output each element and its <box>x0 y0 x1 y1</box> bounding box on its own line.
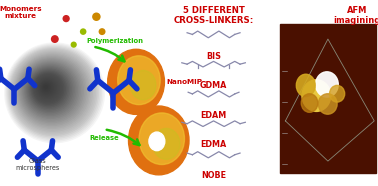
Point <box>63 17 69 20</box>
Ellipse shape <box>330 85 345 102</box>
Ellipse shape <box>14 53 91 130</box>
Ellipse shape <box>20 60 82 121</box>
Ellipse shape <box>15 54 89 128</box>
Point <box>80 30 86 33</box>
Ellipse shape <box>30 70 68 108</box>
Ellipse shape <box>19 58 85 124</box>
Ellipse shape <box>17 57 86 125</box>
Ellipse shape <box>23 62 79 118</box>
Ellipse shape <box>13 52 92 131</box>
Ellipse shape <box>108 49 164 114</box>
Ellipse shape <box>316 72 338 97</box>
Ellipse shape <box>129 106 189 175</box>
Ellipse shape <box>10 49 97 135</box>
Text: NOBE: NOBE <box>201 171 226 180</box>
Ellipse shape <box>11 50 95 134</box>
Ellipse shape <box>42 82 52 93</box>
Ellipse shape <box>39 80 55 95</box>
Text: NanoMIP: NanoMIP <box>166 79 202 85</box>
Ellipse shape <box>27 67 73 113</box>
Ellipse shape <box>149 132 165 151</box>
Ellipse shape <box>301 94 318 112</box>
Ellipse shape <box>4 42 106 144</box>
Text: GDMA: GDMA <box>200 81 227 90</box>
Point <box>99 30 105 33</box>
Text: Polymerization: Polymerization <box>87 38 144 44</box>
Ellipse shape <box>40 81 53 94</box>
Ellipse shape <box>29 69 70 110</box>
Ellipse shape <box>5 43 104 143</box>
Ellipse shape <box>32 72 65 105</box>
Text: Release: Release <box>89 135 119 141</box>
Ellipse shape <box>130 70 156 100</box>
Ellipse shape <box>139 113 184 165</box>
Ellipse shape <box>24 63 77 117</box>
Ellipse shape <box>35 76 61 101</box>
Text: 5 DIFFERENT
CROSS-LINKERS:: 5 DIFFERENT CROSS-LINKERS: <box>174 6 254 25</box>
Text: Monomers
mixture: Monomers mixture <box>0 6 42 19</box>
Ellipse shape <box>38 79 56 97</box>
Ellipse shape <box>318 94 337 114</box>
Ellipse shape <box>28 68 71 111</box>
Ellipse shape <box>302 80 331 111</box>
Ellipse shape <box>6 44 103 141</box>
Ellipse shape <box>45 86 47 88</box>
Point <box>71 43 77 46</box>
Ellipse shape <box>42 84 50 91</box>
Ellipse shape <box>20 59 83 123</box>
Ellipse shape <box>296 74 315 97</box>
Ellipse shape <box>34 75 62 103</box>
Ellipse shape <box>118 56 160 105</box>
Text: BIS: BIS <box>206 52 221 61</box>
Text: EDAM: EDAM <box>200 111 227 120</box>
Text: AFM
imagining: AFM imagining <box>333 6 378 25</box>
Ellipse shape <box>16 55 88 127</box>
Ellipse shape <box>9 48 98 137</box>
Ellipse shape <box>26 65 74 114</box>
Ellipse shape <box>8 46 100 138</box>
Point <box>93 15 99 18</box>
Ellipse shape <box>43 85 49 90</box>
Text: Glass
microspheres: Glass microspheres <box>15 158 60 171</box>
Ellipse shape <box>25 64 76 116</box>
Ellipse shape <box>7 45 101 140</box>
Ellipse shape <box>153 128 180 159</box>
Text: EDMA: EDMA <box>200 140 227 149</box>
Ellipse shape <box>36 77 59 100</box>
Ellipse shape <box>37 78 58 98</box>
Ellipse shape <box>31 71 67 107</box>
Point <box>52 38 58 41</box>
Ellipse shape <box>12 51 94 133</box>
Bar <box>280 24 376 173</box>
Ellipse shape <box>33 73 64 104</box>
Ellipse shape <box>22 61 80 120</box>
